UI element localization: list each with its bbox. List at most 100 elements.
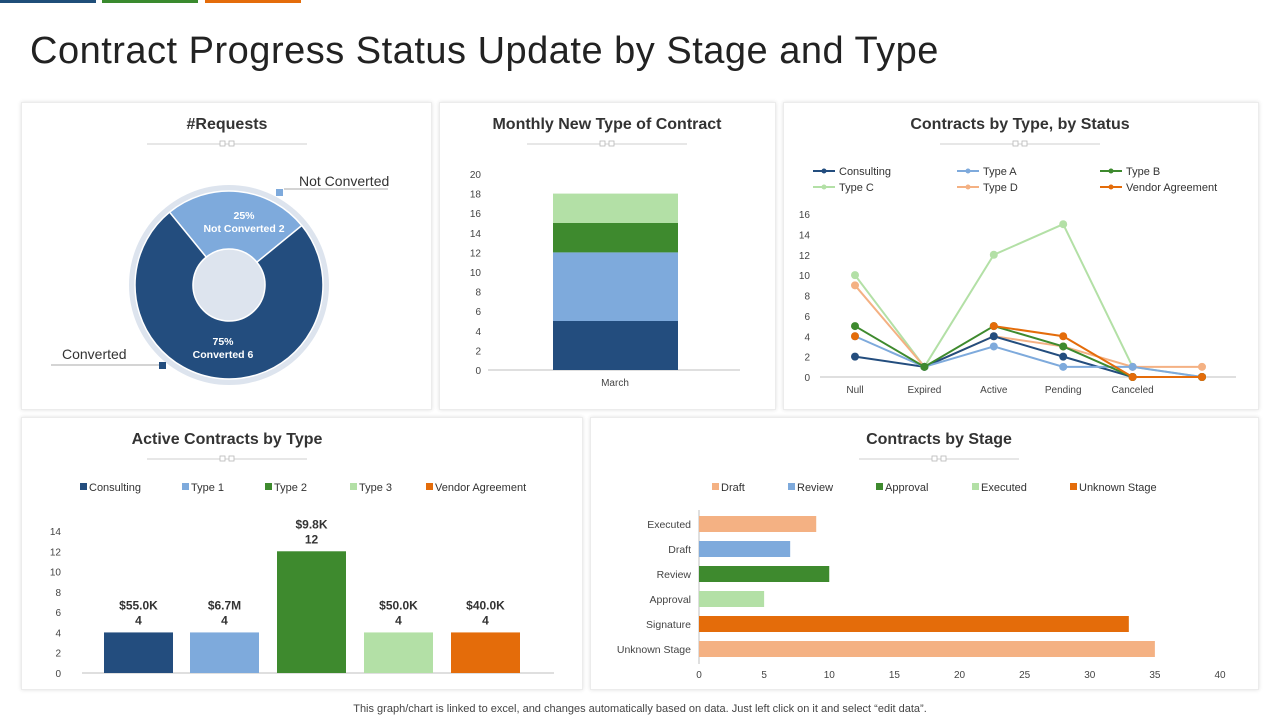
- y-tick-label: 6: [475, 307, 481, 318]
- y-tick-label: 16: [799, 210, 811, 221]
- legend-marker-type-a: [965, 168, 971, 174]
- data-label-amount-type-1: $6.7M: [208, 598, 241, 612]
- active-chart[interactable]: Active Contracts by Type Consulting Type 1…: [22, 418, 582, 689]
- legend-label-executed: Executed: [981, 482, 1027, 494]
- y-tick-label: 16: [470, 209, 482, 220]
- data-point-type-b: [851, 322, 859, 331]
- x-tick-label: 10: [824, 670, 836, 681]
- stage-title-knob-2: [940, 455, 947, 462]
- legend-label-vendor-agreement: Vendor Agreement: [435, 482, 526, 494]
- x-tick-label: 40: [1214, 670, 1226, 681]
- legend-label-type-b: Type B: [1126, 166, 1160, 178]
- legend-label-type-1: Type 1: [191, 482, 224, 494]
- x-tick-label: March: [601, 378, 629, 389]
- y-tick-label: 0: [804, 373, 810, 384]
- x-tick-label: 30: [1084, 670, 1096, 681]
- data-label-amount-type-2: $9.8K: [295, 517, 327, 531]
- requests-panel: #Requests 25% Not Converted 2 75% Converted …: [21, 102, 432, 410]
- y-tick-label: 8: [55, 588, 61, 599]
- x-tick-label: Pending: [1045, 385, 1082, 396]
- y-tick-label-executed: Executed: [647, 519, 691, 531]
- legend-label-type-a: Type A: [983, 166, 1017, 178]
- x-tick-label: Canceled: [1111, 385, 1153, 396]
- requests-chart[interactable]: #Requests 25%Not Converted 2 75%Converted …: [22, 103, 431, 409]
- data-point-type-d: [851, 281, 859, 290]
- data-label-count-type-1: 4: [221, 613, 228, 627]
- x-tick-label: 25: [1019, 670, 1031, 681]
- x-tick-label: Expired: [907, 385, 941, 396]
- data-point-vendor-agreement: [851, 332, 859, 341]
- y-tick-label: 6: [804, 312, 810, 323]
- pie-slice-not-converted: [168, 190, 303, 264]
- bar-unknown-stage: [699, 641, 1155, 657]
- data-point-type-a: [1128, 362, 1137, 371]
- x-tick-label: Active: [980, 385, 1008, 396]
- data-point-vendor-agreement: [1128, 373, 1137, 381]
- requests-title-knob-2: [228, 140, 235, 147]
- data-point-type-d: [1198, 362, 1206, 371]
- series-line-type-d: [854, 284, 1202, 369]
- stacked-bar-segment-1: [553, 321, 678, 370]
- status-title-knob-1: [1012, 140, 1019, 147]
- callout-label-converted: Converted: [62, 346, 127, 362]
- status-chart[interactable]: Contracts by Type, by Status Consulting Ty…: [784, 103, 1258, 409]
- pie-label-percent-converted: 75%: [212, 336, 234, 348]
- data-label-amount-consulting: $55.0K: [119, 598, 158, 612]
- y-tick-label: 14: [799, 230, 811, 241]
- active-panel: Active Contracts by Type Consulting Type 1…: [21, 417, 583, 690]
- data-label-count-type-3: 4: [395, 613, 402, 627]
- data-point-type-c: [1059, 220, 1068, 229]
- status-title-knob-2: [1021, 140, 1028, 147]
- active-title-knob-2: [228, 455, 235, 462]
- y-tick-label: 10: [470, 268, 482, 279]
- y-tick-label: 2: [804, 353, 810, 364]
- legend-marker-approval: [876, 483, 883, 490]
- legend-label-type-3: Type 3: [359, 482, 392, 494]
- y-tick-label: 14: [50, 527, 62, 538]
- legend-marker-type-3: [350, 483, 357, 490]
- legend-marker-type-d: [965, 184, 971, 190]
- legend-marker-vendor-agreement: [426, 483, 433, 490]
- y-tick-label: 4: [804, 332, 810, 343]
- y-tick-label: 4: [475, 327, 481, 338]
- legend-marker-type-1: [182, 483, 189, 490]
- data-point-type-b: [1059, 342, 1068, 351]
- data-point-type-c: [989, 250, 998, 259]
- pie-slice-converted: [134, 211, 324, 380]
- requests-title: #Requests: [187, 116, 268, 133]
- monthly-panel: Monthly New Type of Contract 0 2 4 6 8 10 12 14 1…: [439, 102, 776, 410]
- page-title: Contract Progress Status Update by Stage…: [30, 30, 939, 72]
- legend-label-type-d: Type D: [983, 182, 1018, 194]
- legend-marker-review: [788, 483, 795, 490]
- legend-marker-executed: [972, 483, 979, 490]
- y-tick-label: 0: [475, 366, 481, 377]
- y-tick-label: 20: [470, 170, 482, 181]
- data-label-count-type-2: 12: [305, 532, 319, 546]
- monthly-chart[interactable]: Monthly New Type of Contract 0 2 4 6 8 10 12 14 1…: [440, 103, 775, 409]
- data-label-count-consulting: 4: [135, 613, 142, 627]
- x-tick-label: 20: [954, 670, 966, 681]
- bar-type-1: [190, 632, 259, 673]
- monthly-title-knob-1: [599, 140, 606, 147]
- legend-marker-draft: [712, 483, 719, 490]
- monthly-title: Monthly New Type of Contract: [492, 116, 722, 133]
- pie-label-percent-not-converted: 25%: [233, 210, 255, 222]
- data-point-type-b: [920, 362, 929, 371]
- data-label-amount-vendor-agreement: $40.0K: [466, 598, 505, 612]
- y-tick-label: 4: [55, 628, 61, 639]
- bar-approval: [699, 591, 765, 607]
- x-tick-label: 5: [761, 670, 767, 681]
- stacked-bar-segment-3: [553, 223, 678, 253]
- legend-marker-consulting: [821, 168, 827, 174]
- legend-label-vendor-agreement: Vendor Agreement: [1126, 182, 1217, 194]
- bar-vendor-agreement: [451, 632, 520, 673]
- requests-title-knob-1: [219, 140, 226, 147]
- data-point-vendor-agreement: [1198, 373, 1206, 381]
- callout-label-not-converted: Not Converted: [299, 173, 389, 189]
- stage-chart[interactable]: Contracts by Stage Draft Review Approval Exe…: [591, 418, 1258, 689]
- y-tick-label: 12: [50, 547, 62, 558]
- data-point-type-a: [1059, 362, 1068, 371]
- legend-label-unknown-stage: Unknown Stage: [1079, 482, 1157, 494]
- top-accent-bar-2: [102, 0, 198, 3]
- y-tick-label: 10: [50, 568, 62, 579]
